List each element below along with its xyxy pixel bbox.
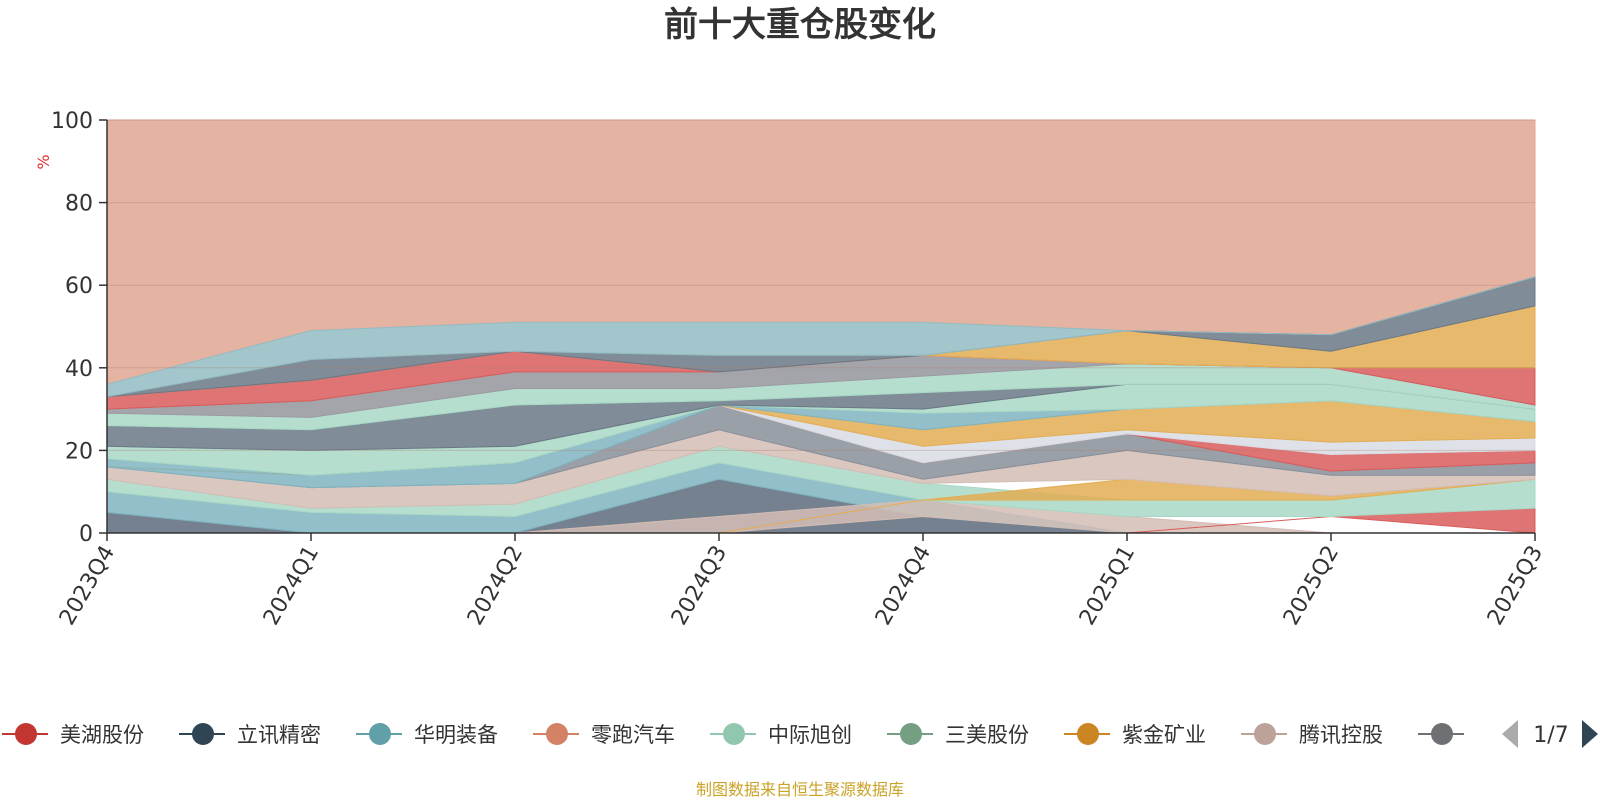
legend-marker [1254,723,1276,745]
legend-label: 华明装备 [414,723,498,747]
legend-item-2[interactable]: 华明装备 [356,723,498,747]
legend-item-5[interactable]: 三美股份 [887,723,1029,747]
legend-marker [15,723,37,745]
legend-item-3[interactable]: 零跑汽车 [533,723,675,747]
legend-label: 三美股份 [945,723,1029,747]
chart-title: 前十大重仓股变化 [664,5,936,45]
x-tick-label-1: 2024Q1 [259,542,324,630]
x-tick-label-0: 2023Q4 [55,542,120,630]
legend-label: 立讯精密 [237,723,321,747]
legend-item-6[interactable]: 紫金矿业 [1064,723,1206,747]
legend-marker [369,723,391,745]
legend-label: 腾讯控股 [1299,723,1383,747]
y-tick-label-0: 0 [79,522,93,547]
x-tick-label-7: 2025Q3 [1483,542,1548,630]
y-tick-label-3: 60 [65,274,93,299]
legend-pager: 1/7 [1502,720,1598,748]
area-band-20 [106,276,1536,398]
x-tick-label-4: 2024Q4 [871,542,936,630]
legend-item-8[interactable] [1418,723,1464,745]
y-tick-label-2: 40 [65,357,93,382]
x-tick-label-5: 2025Q1 [1075,542,1140,630]
y-tick-label-5: 100 [51,109,93,134]
y-tick-label-1: 20 [65,439,93,464]
legend-item-0[interactable]: 美湖股份 [2,723,144,747]
legend-marker [546,723,568,745]
legend-item-4[interactable]: 中际旭创 [710,723,852,747]
x-tick-label-3: 2024Q3 [667,542,732,630]
legend-marker [192,723,214,745]
legend-item-1[interactable]: 立讯精密 [179,723,321,747]
legend-label: 美湖股份 [60,723,144,747]
legend-item-7[interactable]: 腾讯控股 [1241,723,1383,747]
x-tick-label-2: 2024Q2 [463,542,528,630]
y-axis-unit: % [34,154,53,169]
legend-marker [1431,723,1453,745]
next-page-icon[interactable] [1582,720,1598,748]
prev-page-icon[interactable] [1502,720,1518,748]
y-tick-label-4: 80 [65,192,93,217]
legend-label: 中际旭创 [768,723,852,747]
legend-marker [723,723,745,745]
legend-label: 零跑汽车 [591,723,675,747]
source-note: 制图数据来自恒生聚源数据库 [696,780,904,799]
legend-marker [1077,723,1099,745]
legend-page-indicator: 1/7 [1533,723,1568,748]
legend-marker [900,723,922,745]
legend-label: 紫金矿业 [1122,723,1206,747]
x-tick-label-6: 2025Q2 [1279,542,1344,630]
